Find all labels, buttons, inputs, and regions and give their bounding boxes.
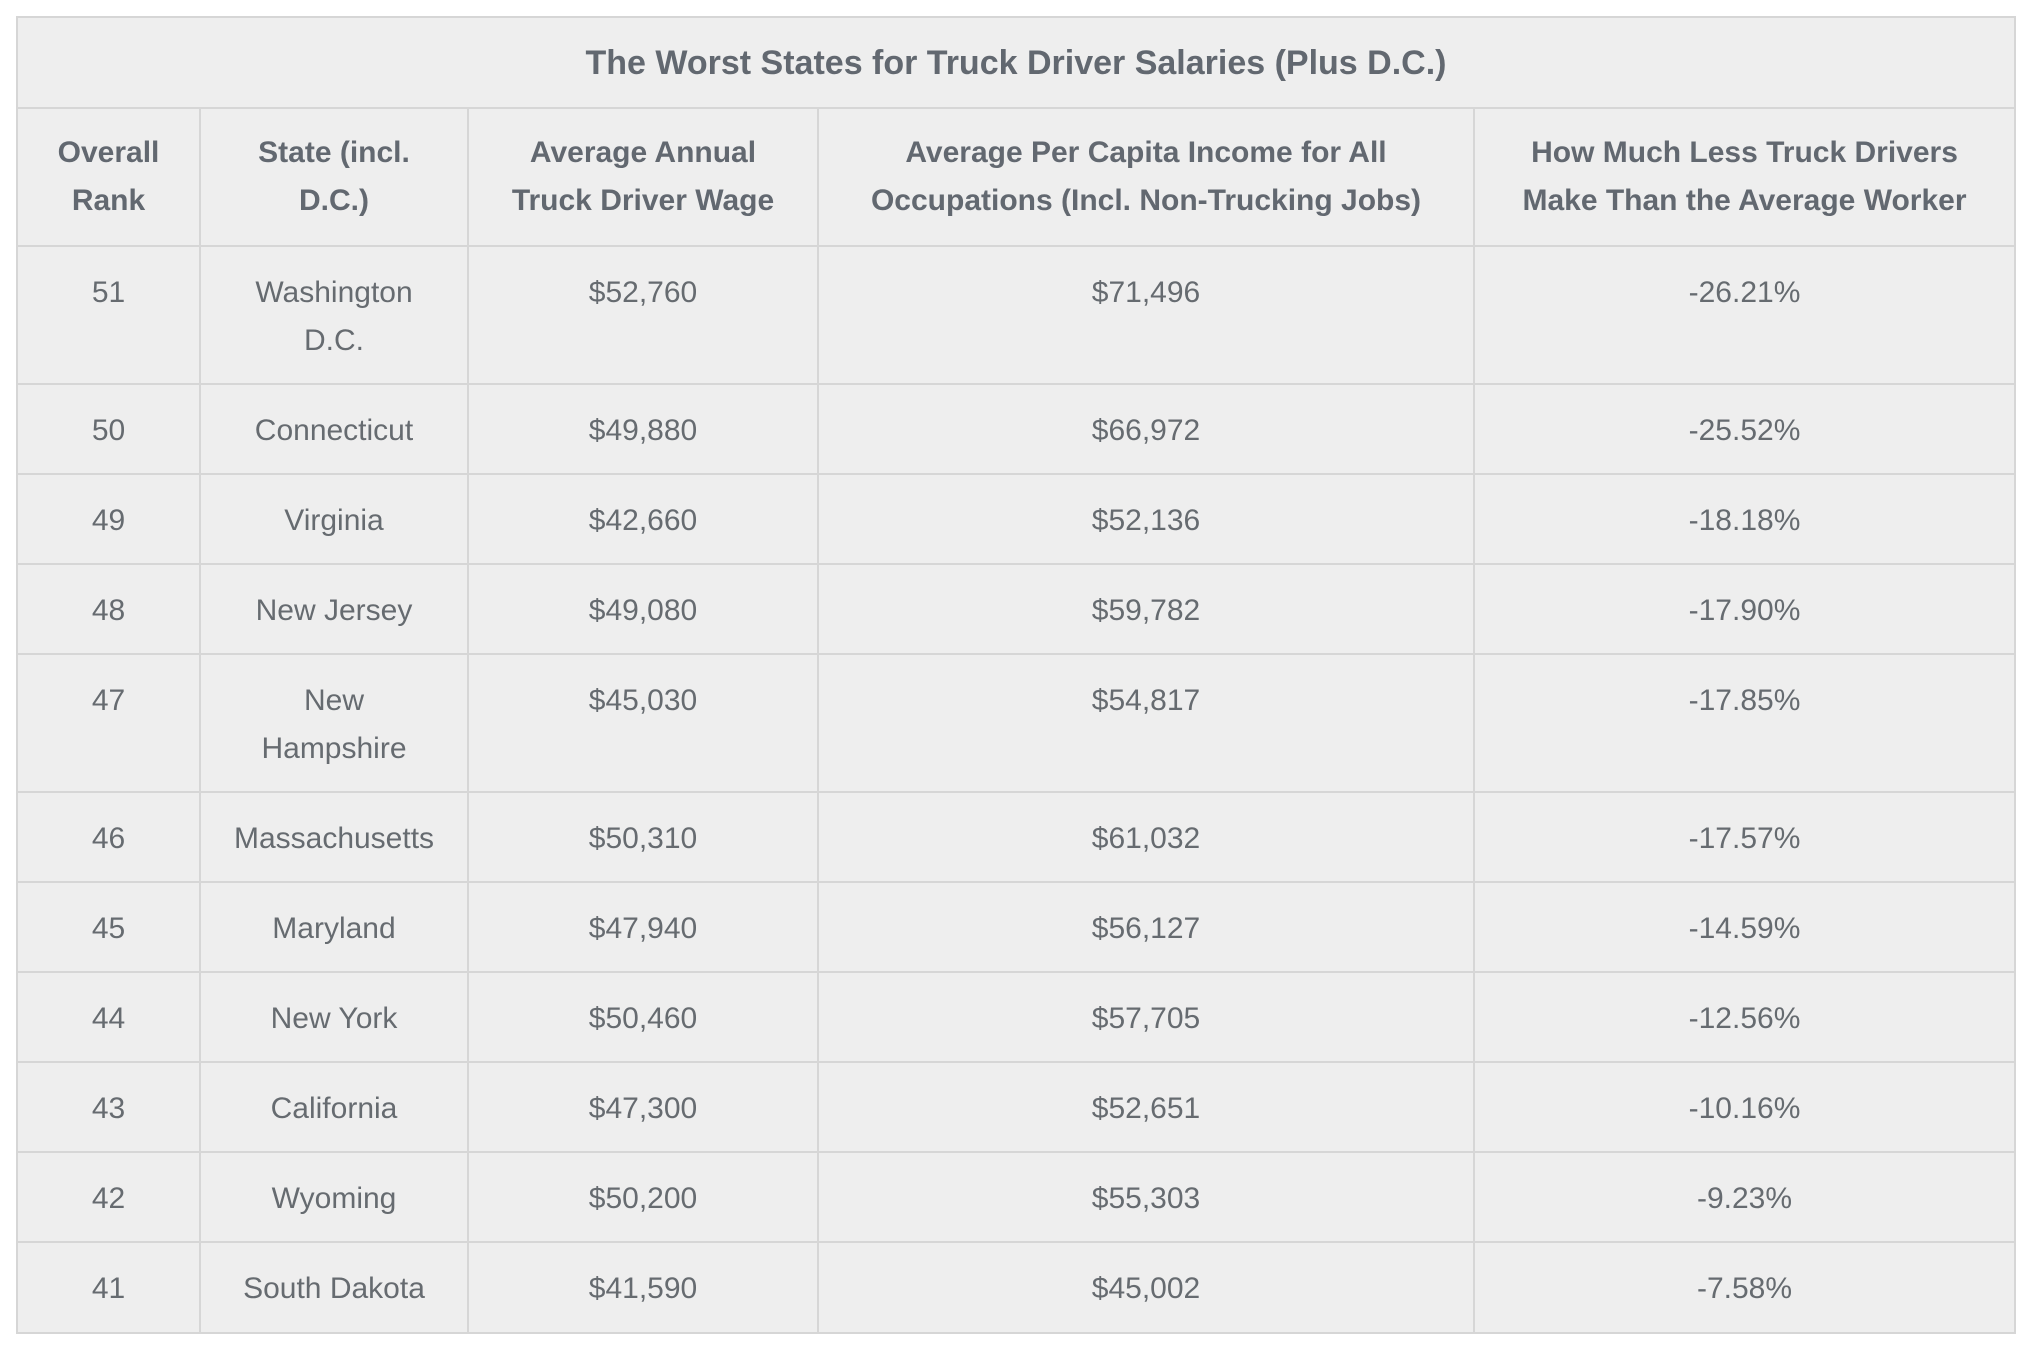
difference-cell: -7.58% — [1473, 1241, 2014, 1332]
truck-wage-cell: $41,590 — [467, 1241, 819, 1332]
rank-cell: 42 — [18, 1151, 201, 1243]
table-row: 43 California $47,300 $52,651 -10.16% — [18, 1061, 2014, 1153]
difference-cell: -26.21% — [1473, 245, 2014, 385]
state-cell: Wyoming — [199, 1151, 469, 1243]
state-cell: Washington D.C. — [199, 245, 469, 385]
per-capita-income-cell: $56,127 — [817, 881, 1475, 973]
difference-cell: -17.85% — [1473, 653, 2014, 793]
rank-cell: 45 — [18, 881, 201, 973]
state-cell: Massachusetts — [199, 791, 469, 883]
truck-wage-cell: $52,760 — [467, 245, 819, 385]
per-capita-income-cell: $52,651 — [817, 1061, 1475, 1153]
table-row: 50 Connecticut $49,880 $66,972 -25.52% — [18, 383, 2014, 475]
truck-wage-cell: $49,880 — [467, 383, 819, 475]
difference-cell: -12.56% — [1473, 971, 2014, 1063]
truck-wage-cell: $49,080 — [467, 563, 819, 655]
table-row: 49 Virginia $42,660 $52,136 -18.18% — [18, 473, 2014, 565]
table-row: 48 New Jersey $49,080 $59,782 -17.90% — [18, 563, 2014, 655]
rank-cell: 48 — [18, 563, 201, 655]
table-row: 44 New York $50,460 $57,705 -12.56% — [18, 971, 2014, 1063]
table-row: 47 New Hampshire $45,030 $54,817 -17.85% — [18, 653, 2014, 793]
rank-cell: 47 — [18, 653, 201, 793]
header-overall-rank: Overall Rank — [18, 107, 201, 247]
table-row: 42 Wyoming $50,200 $55,303 -9.23% — [18, 1151, 2014, 1243]
state-cell: Virginia — [199, 473, 469, 565]
truck-wage-cell: $47,300 — [467, 1061, 819, 1153]
rank-cell: 43 — [18, 1061, 201, 1153]
state-cell: New York — [199, 971, 469, 1063]
state-cell: South Dakota — [199, 1241, 469, 1332]
rank-cell: 41 — [18, 1241, 201, 1332]
state-cell: Maryland — [199, 881, 469, 973]
truck-wage-cell: $42,660 — [467, 473, 819, 565]
truck-wage-cell: $50,310 — [467, 791, 819, 883]
truck-wage-cell: $50,460 — [467, 971, 819, 1063]
table-header-row: Overall Rank State (incl. D.C.) Average … — [18, 107, 2014, 247]
header-avg-per-capita-income: Average Per Capita Income for All Occupa… — [817, 107, 1475, 247]
per-capita-income-cell: $52,136 — [817, 473, 1475, 565]
per-capita-income-cell: $61,032 — [817, 791, 1475, 883]
table-row: 45 Maryland $47,940 $56,127 -14.59% — [18, 881, 2014, 973]
header-difference: How Much Less Truck Drivers Make Than th… — [1473, 107, 2014, 247]
table-row: 51 Washington D.C. $52,760 $71,496 -26.2… — [18, 245, 2014, 385]
state-cell: New Jersey — [199, 563, 469, 655]
difference-cell: -10.16% — [1473, 1061, 2014, 1153]
difference-cell: -25.52% — [1473, 383, 2014, 475]
per-capita-income-cell: $59,782 — [817, 563, 1475, 655]
table-title-row: The Worst States for Truck Driver Salari… — [18, 18, 2014, 109]
truck-wage-cell: $47,940 — [467, 881, 819, 973]
per-capita-income-cell: $66,972 — [817, 383, 1475, 475]
header-avg-truck-wage: Average Annual Truck Driver Wage — [467, 107, 819, 247]
per-capita-income-cell: $55,303 — [817, 1151, 1475, 1243]
difference-cell: -14.59% — [1473, 881, 2014, 973]
per-capita-income-cell: $71,496 — [817, 245, 1475, 385]
table-row: 46 Massachusetts $50,310 $61,032 -17.57% — [18, 791, 2014, 883]
truck-wage-cell: $45,030 — [467, 653, 819, 793]
salary-table: The Worst States for Truck Driver Salari… — [18, 18, 2014, 1332]
rank-cell: 51 — [18, 245, 201, 385]
difference-cell: -18.18% — [1473, 473, 2014, 565]
header-state: State (incl. D.C.) — [199, 107, 469, 247]
salary-table-container: The Worst States for Truck Driver Salari… — [16, 16, 2016, 1334]
rank-cell: 46 — [18, 791, 201, 883]
table-title: The Worst States for Truck Driver Salari… — [18, 18, 2014, 109]
per-capita-income-cell: $57,705 — [817, 971, 1475, 1063]
difference-cell: -17.90% — [1473, 563, 2014, 655]
difference-cell: -17.57% — [1473, 791, 2014, 883]
per-capita-income-cell: $45,002 — [817, 1241, 1475, 1332]
state-cell: New Hampshire — [199, 653, 469, 793]
rank-cell: 49 — [18, 473, 201, 565]
table-row: 41 South Dakota $41,590 $45,002 -7.58% — [18, 1241, 2014, 1332]
rank-cell: 50 — [18, 383, 201, 475]
difference-cell: -9.23% — [1473, 1151, 2014, 1243]
per-capita-income-cell: $54,817 — [817, 653, 1475, 793]
truck-wage-cell: $50,200 — [467, 1151, 819, 1243]
rank-cell: 44 — [18, 971, 201, 1063]
state-cell: Connecticut — [199, 383, 469, 475]
state-cell: California — [199, 1061, 469, 1153]
